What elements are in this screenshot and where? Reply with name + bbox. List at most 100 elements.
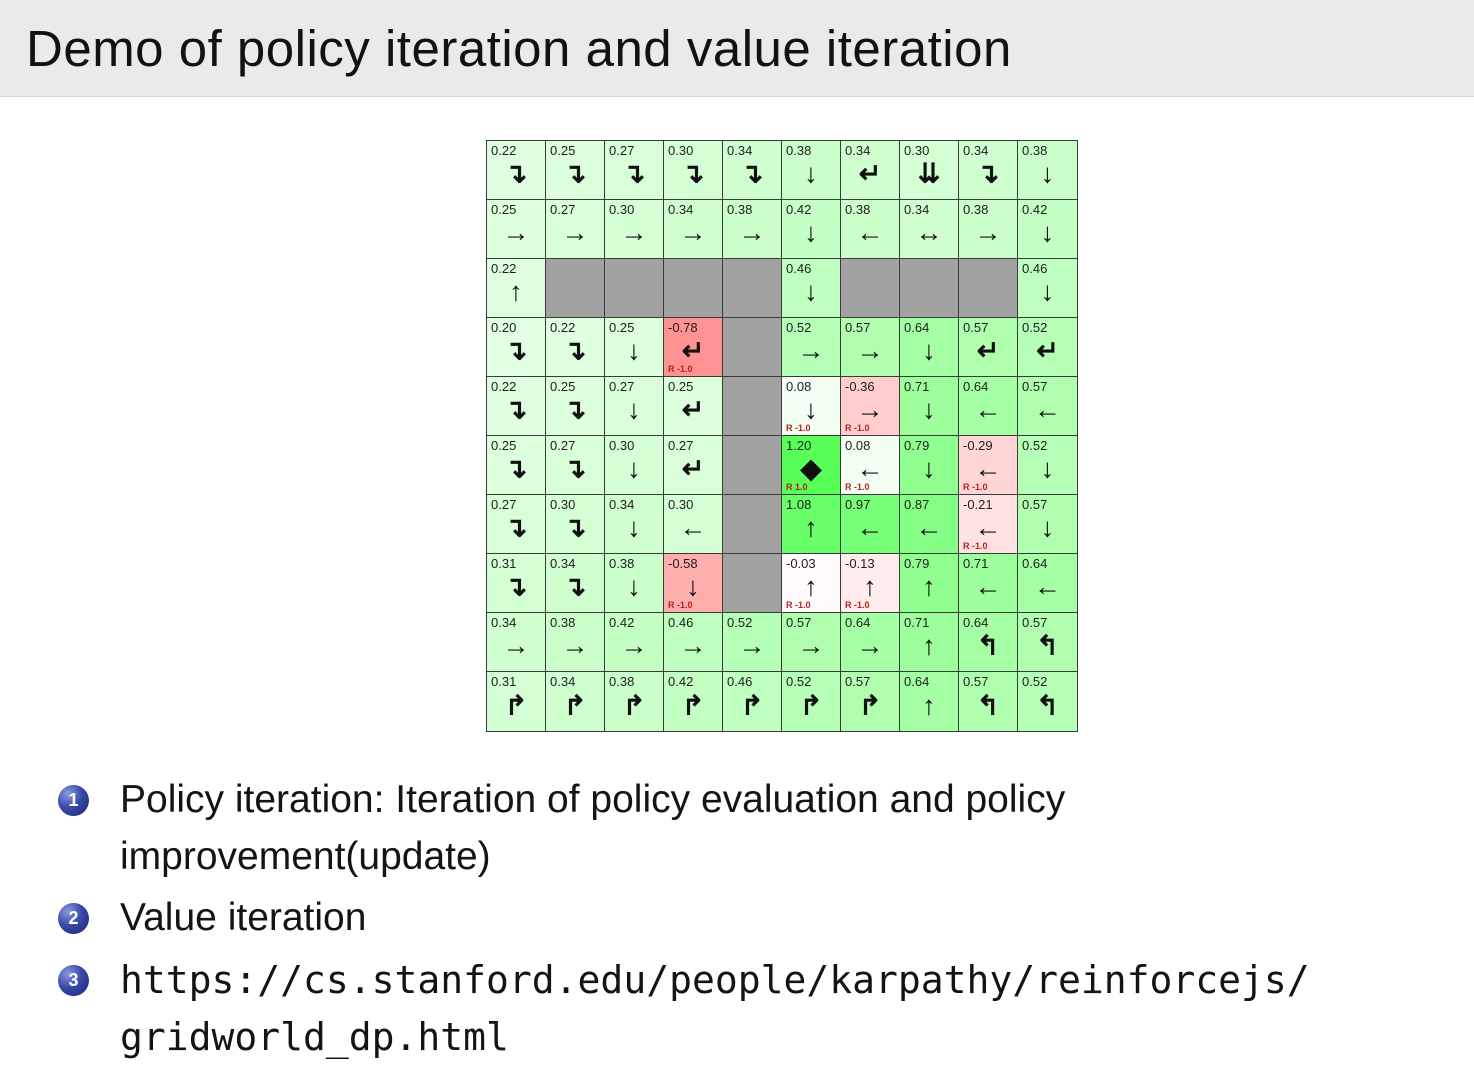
grid-cell: 0.57 ← [1018, 377, 1077, 436]
grid-cell: 0.30 ↓ [605, 436, 664, 495]
cell-value: 0.25 [609, 320, 635, 335]
cell-value: 0.52 [1022, 320, 1048, 335]
policy-arrow-icon: ↴ [976, 158, 1000, 189]
policy-arrow-icon: ↑ [922, 690, 936, 721]
grid-cell: 0.52 ↓ [1018, 436, 1077, 495]
grid-cell: 0.46 ↓ [782, 259, 841, 318]
policy-arrow-icon: ↴ [504, 571, 528, 602]
cell-value: -0.36 [845, 379, 875, 394]
grid-cell: -0.36 → R -1.0 [841, 377, 900, 436]
grid-cell: -0.03 ↑ R -1.0 [782, 554, 841, 613]
cell-value: 0.22 [491, 143, 517, 158]
cell-value: 0.08 [845, 438, 871, 453]
grid-cell: 0.34 ↔ [900, 200, 959, 259]
cell-value: 0.42 [1022, 202, 1048, 217]
grid-cell: 0.38 → [546, 613, 605, 672]
grid-cell: 0.38 ↓ [782, 141, 841, 200]
grid-wall-cell [723, 377, 782, 436]
policy-arrow-icon: ← [856, 453, 884, 484]
grid-cell: 0.25 ↵ [664, 377, 723, 436]
policy-arrow-icon: → [620, 217, 648, 248]
cell-value: 0.20 [491, 320, 517, 335]
grid-cell: 0.27 ↴ [605, 141, 664, 200]
policy-arrow-icon: ↵ [976, 335, 1000, 366]
cell-value: 0.52 [727, 615, 753, 630]
cell-value: -0.78 [668, 320, 698, 335]
grid-cell: 0.79 ↓ [900, 436, 959, 495]
grid-cell: 0.34 ↴ [546, 554, 605, 613]
policy-arrow-icon: ↴ [504, 512, 528, 543]
cell-value: 0.38 [963, 202, 989, 217]
cell-reward-label: R -1.0 [786, 423, 811, 433]
demo-url-link[interactable]: https://cs.stanford.edu/people/karpathy/… [120, 957, 1310, 1059]
list-item-value-iteration: 2 Value iteration [58, 890, 1323, 947]
cell-value: 0.57 [845, 320, 871, 335]
cell-value: 0.22 [491, 379, 517, 394]
grid-cell: 0.31 ↴ [487, 554, 546, 613]
grid-cell: 0.34 ↱ [546, 672, 605, 731]
policy-arrow-icon: ↵ [681, 453, 705, 484]
grid-cell: 1.20 ◆ R 1.0 [782, 436, 841, 495]
policy-arrow-icon: ↴ [563, 394, 587, 425]
policy-arrow-icon: → [679, 630, 707, 661]
grid-cell: 0.87 ← [900, 495, 959, 554]
cell-value: 0.52 [786, 674, 812, 689]
policy-arrow-icon: ↓ [627, 571, 641, 602]
grid-cell: 0.79 ↑ [900, 554, 959, 613]
policy-arrow-icon: ↔ [915, 217, 943, 248]
cell-reward-label: R -1.0 [845, 600, 870, 610]
policy-arrow-icon: ↴ [504, 335, 528, 366]
cell-value: 0.22 [491, 261, 517, 276]
grid-wall-cell [723, 436, 782, 495]
list-item-text: Value iteration [120, 896, 367, 940]
policy-arrow-icon: ↓ [804, 394, 818, 425]
cell-value: 0.25 [668, 379, 694, 394]
policy-arrow-icon: → [679, 217, 707, 248]
policy-arrow-icon: → [974, 217, 1002, 248]
grid-cell: 0.31 ↱ [487, 672, 546, 731]
policy-arrow-icon: ← [1034, 394, 1061, 425]
policy-arrow-icon: ↰ [1036, 690, 1059, 721]
policy-arrow-icon: ⇊ [917, 158, 941, 189]
grid-cell: 0.30 ⇊ [900, 141, 959, 200]
cell-value: -0.13 [845, 556, 875, 571]
grid-cell: 0.42 → [605, 613, 664, 672]
list-item-demo-url: 3 https://cs.stanford.edu/people/karpath… [58, 952, 1323, 1066]
grid-cell: 0.30 ↴ [546, 495, 605, 554]
policy-arrow-icon: ↱ [799, 690, 823, 721]
grid-cell: 0.30 ← [664, 495, 723, 554]
grid-cell: 0.34 → [664, 200, 723, 259]
grid-cell: 0.64 ↰ [959, 613, 1018, 672]
cell-value: 0.52 [1022, 674, 1048, 689]
cell-value: 0.30 [550, 497, 576, 512]
policy-arrow-icon: ↴ [563, 158, 587, 189]
policy-arrow-icon: ↵ [681, 335, 705, 366]
policy-arrow-icon: ↱ [504, 690, 528, 721]
cell-value: 0.64 [845, 615, 871, 630]
cell-value: 0.46 [727, 674, 753, 689]
policy-arrow-icon: ↓ [804, 217, 818, 248]
grid-cell: 1.08 ↑ [782, 495, 841, 554]
grid-cell: 0.57 ↱ [841, 672, 900, 731]
grid-cell: 0.22 ↴ [487, 141, 546, 200]
cell-value: 0.38 [609, 556, 635, 571]
grid-cell: 0.71 ← [959, 554, 1018, 613]
cell-value: 0.27 [609, 143, 635, 158]
policy-arrow-icon: ↓ [804, 276, 818, 307]
policy-arrow-icon: ↴ [504, 158, 528, 189]
bullet-number: 2 [68, 908, 79, 929]
grid-cell: 0.64 ← [1018, 554, 1077, 613]
policy-arrow-icon: ↴ [681, 158, 705, 189]
policy-arrow-icon: ↴ [563, 512, 587, 543]
cell-value: 0.30 [904, 143, 930, 158]
cell-value: 0.27 [550, 202, 576, 217]
cell-value: 0.30 [609, 438, 635, 453]
policy-arrow-icon: ↴ [563, 335, 587, 366]
grid-cell: 0.25 ↴ [546, 377, 605, 436]
policy-arrow-icon: ↱ [622, 690, 646, 721]
cell-reward-label: R -1.0 [845, 423, 870, 433]
grid-cell: 0.71 ↓ [900, 377, 959, 436]
cell-value: 0.30 [668, 143, 694, 158]
grid-cell: 0.57 ↰ [959, 672, 1018, 731]
grid-cell: 0.57 ↰ [1018, 613, 1077, 672]
